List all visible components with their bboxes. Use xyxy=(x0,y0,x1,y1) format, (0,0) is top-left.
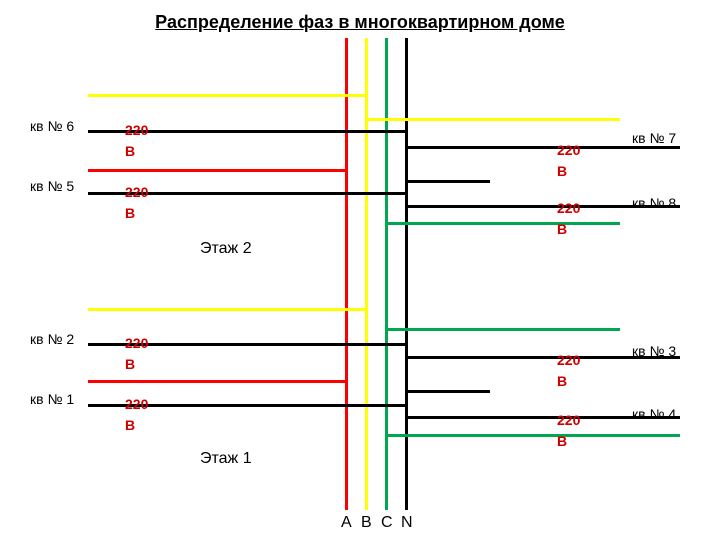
label-kv2: кв № 2 xyxy=(30,331,74,347)
f1-right-green-top xyxy=(385,328,620,331)
diagram-title: Распределение фаз в многоквартирном доме xyxy=(0,12,720,33)
f2-right-yellow xyxy=(365,118,620,121)
v220-f1-r1: 220В xyxy=(557,350,580,392)
bus-C xyxy=(385,38,388,510)
label-kv7: кв № 7 xyxy=(632,130,676,146)
v220-f2-l1: 220В xyxy=(125,120,148,162)
f1-right-green-bot xyxy=(385,434,680,437)
bus-B xyxy=(365,38,368,510)
label-kv8: кв № 8 xyxy=(632,195,676,211)
floor2-label: Этаж 2 xyxy=(200,240,252,258)
f2-left-red-kv5 xyxy=(88,169,348,172)
v220-f2-l2: 220В xyxy=(125,182,148,224)
label-kv3: кв № 3 xyxy=(632,343,676,359)
v220-f1-l1: 220В xyxy=(125,333,148,375)
f2-right-black-short xyxy=(405,180,490,183)
phase-B-label: B xyxy=(361,514,372,532)
label-kv6: кв № 6 xyxy=(30,118,74,134)
phase-A-label: A xyxy=(341,514,352,532)
floor1-label: Этаж 1 xyxy=(200,450,252,468)
phase-N-label: N xyxy=(401,514,413,532)
phase-C-label: C xyxy=(381,514,393,532)
f1-right-black-short xyxy=(405,390,490,393)
v220-f1-r2: 220В xyxy=(557,410,580,452)
bus-A xyxy=(345,38,348,510)
f2-right-green xyxy=(385,222,620,225)
v220-f1-l2: 220В xyxy=(125,394,148,436)
f2-left-yellow xyxy=(88,94,368,97)
label-kv5: кв № 5 xyxy=(30,178,74,194)
v220-f2-r2: 220В xyxy=(557,198,580,240)
v220-f2-r1: 220В xyxy=(557,140,580,182)
f1-left-yellow xyxy=(88,308,368,311)
diagram-canvas: Распределение фаз в многоквартирном доме… xyxy=(0,0,720,540)
label-kv1: кв № 1 xyxy=(30,391,74,407)
f2-right-black-kv7 xyxy=(405,146,680,149)
label-kv4: кв № 4 xyxy=(632,406,676,422)
f1-left-red-kv1 xyxy=(88,380,348,383)
bus-N xyxy=(405,38,408,510)
